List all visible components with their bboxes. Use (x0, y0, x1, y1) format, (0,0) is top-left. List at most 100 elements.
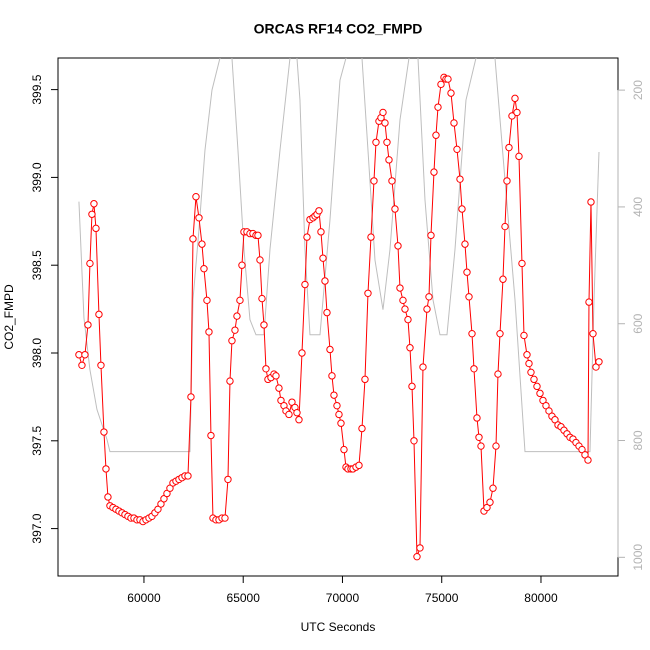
point (340, 445, 348, 454)
plot-area (75, 58, 603, 561)
point (303, 233, 311, 241)
point (450, 119, 458, 127)
point (233, 312, 241, 320)
point (388, 177, 396, 185)
point (518, 259, 526, 268)
point (236, 296, 244, 305)
point (589, 329, 597, 338)
point (355, 461, 363, 470)
point (444, 75, 452, 83)
point (104, 493, 112, 501)
y2-tick-label: 400 (631, 197, 645, 217)
point (90, 200, 98, 208)
point (383, 138, 391, 146)
point (335, 410, 343, 419)
y-tick-label: 399.5 (30, 74, 44, 104)
point (207, 431, 215, 440)
point (86, 259, 94, 268)
point (523, 351, 531, 359)
point (496, 329, 504, 338)
y-tick-label: 398.0 (30, 338, 44, 368)
point (503, 177, 511, 185)
point (499, 275, 507, 283)
point (226, 377, 234, 385)
point (465, 293, 473, 301)
point (423, 305, 431, 313)
point (317, 228, 325, 236)
point (326, 345, 334, 354)
point (358, 424, 366, 433)
point (262, 365, 270, 373)
point (198, 240, 206, 248)
point (533, 382, 541, 391)
x-tick-label: 70000 (326, 591, 360, 605)
point (367, 233, 375, 241)
point (231, 326, 239, 334)
point (258, 294, 266, 303)
point (494, 370, 502, 378)
x-tick-label: 65000 (227, 591, 261, 605)
point (102, 465, 110, 473)
point (372, 138, 380, 146)
point (453, 145, 461, 154)
point (461, 240, 469, 248)
point (477, 442, 485, 450)
point (260, 321, 268, 329)
point (413, 552, 421, 561)
point (370, 177, 378, 185)
point (456, 175, 464, 183)
point (525, 359, 533, 368)
y-tick-label: 397.0 (30, 513, 44, 543)
point (425, 293, 433, 301)
point (275, 384, 283, 392)
point (489, 484, 497, 492)
x-tick-label: 60000 (127, 591, 161, 605)
point (434, 103, 442, 111)
point (221, 514, 229, 522)
point (530, 375, 538, 384)
y-tick-label: 397.5 (30, 425, 44, 455)
point (224, 475, 232, 484)
y2-tick-label: 1000 (631, 544, 645, 571)
point (430, 168, 438, 176)
x-tick-label: 75000 (425, 591, 459, 605)
point (315, 207, 323, 215)
point (520, 331, 528, 340)
point (203, 296, 211, 305)
y-tick-label: 399.0 (30, 162, 44, 192)
point (427, 231, 435, 240)
point (228, 337, 236, 345)
point (88, 210, 96, 218)
point (401, 305, 409, 313)
point (78, 361, 86, 369)
point (475, 433, 483, 441)
point (385, 156, 393, 164)
point (416, 544, 424, 552)
point (463, 268, 471, 276)
point (189, 235, 197, 243)
chart-title: ORCAS RF14 CO2_FMPD (254, 21, 423, 37)
point (458, 205, 466, 213)
point (408, 382, 416, 391)
y-tick-label: 398.5 (30, 250, 44, 280)
point (195, 214, 203, 222)
point (81, 351, 89, 359)
point (595, 358, 603, 366)
point (184, 472, 192, 480)
y2-tick-label: 200 (631, 80, 645, 100)
point (200, 265, 208, 273)
point (238, 261, 246, 269)
point (492, 442, 500, 450)
point (295, 416, 303, 424)
point (333, 401, 341, 410)
point (187, 393, 195, 401)
point (585, 298, 593, 306)
point (361, 375, 369, 384)
y-axis-title: CO2_FMPD (2, 284, 16, 350)
point (97, 361, 105, 369)
series-line (78, 58, 600, 453)
point (410, 437, 418, 445)
point (513, 108, 521, 117)
x-axis-title: UTC Seconds (301, 620, 376, 634)
